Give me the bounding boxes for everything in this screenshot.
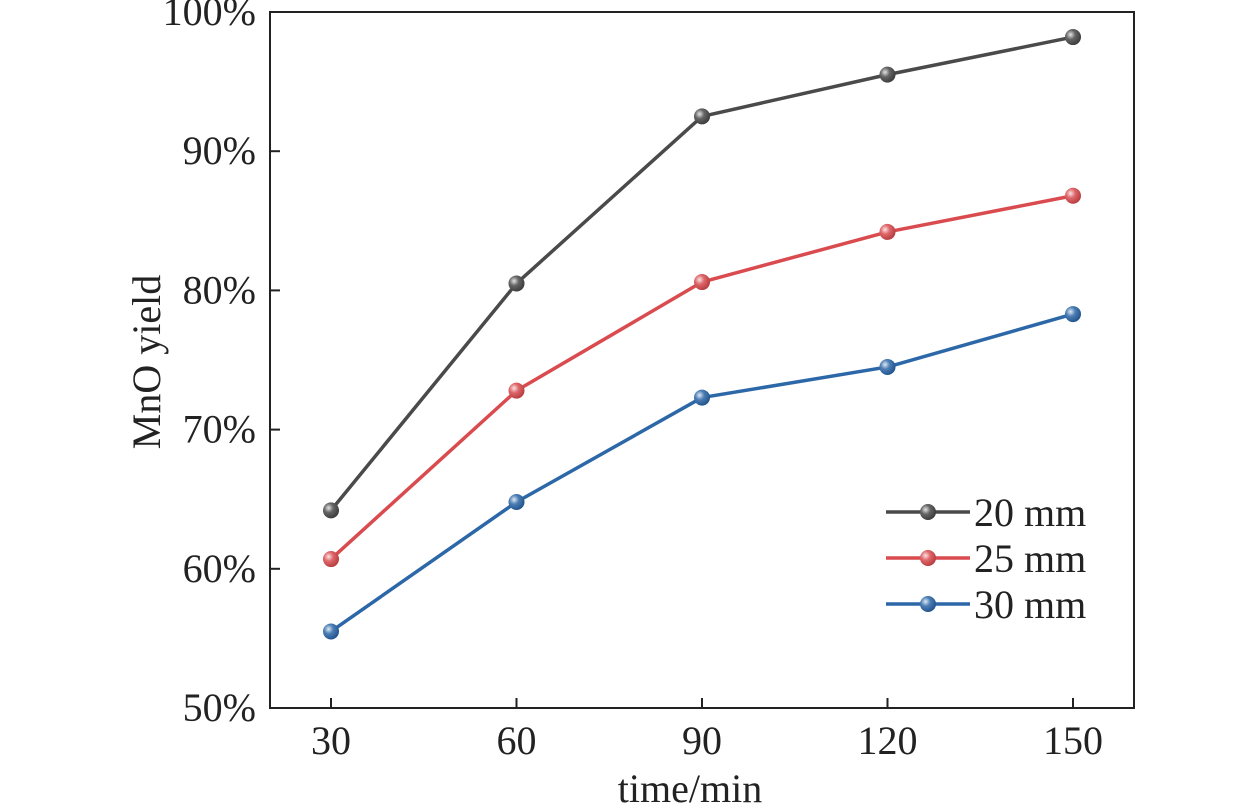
- y-tick-label: 80%: [183, 267, 256, 312]
- x-tick-label: 120: [858, 718, 918, 763]
- data-point-highlight: [694, 108, 710, 125]
- legend-swatch-highlight: [920, 550, 936, 566]
- series-line: [329, 35, 1074, 512]
- data-point-highlight: [323, 551, 339, 568]
- data-point-highlight: [1065, 29, 1081, 46]
- y-tick-label: 100%: [163, 0, 256, 34]
- data-point-highlight: [508, 493, 525, 510]
- x-tick-label: 30: [311, 718, 351, 763]
- data-point-highlight: [879, 358, 896, 375]
- x-axis-label: time/min: [618, 766, 762, 811]
- legend-item: 20 mm: [886, 490, 1086, 535]
- series-line: [329, 312, 1074, 633]
- series-1: [323, 187, 1081, 568]
- x-tick-label: 60: [497, 718, 537, 763]
- y-tick-label: 60%: [183, 546, 256, 591]
- legend-swatch-highlight: [920, 596, 936, 612]
- y-axis-label: MnO yield: [124, 275, 169, 449]
- legend-swatch-highlight: [920, 504, 936, 520]
- y-tick-label: 70%: [183, 407, 256, 452]
- series-0: [323, 29, 1081, 519]
- legend-label: 30 mm: [974, 582, 1086, 627]
- legend-item: 25 mm: [886, 536, 1086, 581]
- x-tick-label: 150: [1043, 718, 1103, 763]
- data-point-highlight: [508, 275, 525, 292]
- y-tick-label: 90%: [183, 128, 256, 173]
- data-point-highlight: [879, 223, 896, 240]
- data-point-highlight: [508, 382, 525, 399]
- data-point-highlight: [323, 623, 339, 640]
- y-tick-label: 50%: [183, 685, 256, 730]
- legend-label: 25 mm: [974, 536, 1086, 581]
- data-point-highlight: [1065, 187, 1081, 204]
- legend-label: 20 mm: [974, 490, 1086, 535]
- data-point-highlight: [1065, 306, 1081, 323]
- legend-item: 30 mm: [886, 582, 1086, 627]
- series-line: [329, 194, 1074, 561]
- data-point-highlight: [694, 389, 710, 406]
- data-point-highlight: [323, 502, 339, 519]
- data-point-highlight: [694, 274, 710, 291]
- data-point-highlight: [879, 66, 896, 83]
- series-2: [323, 306, 1081, 640]
- x-tick-label: 90: [682, 718, 722, 763]
